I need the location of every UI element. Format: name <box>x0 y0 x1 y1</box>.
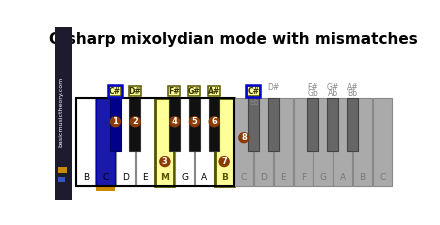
Text: C#: C# <box>109 87 121 96</box>
Text: 7: 7 <box>221 157 227 166</box>
Text: basicmusictheory.com: basicmusictheory.com <box>58 76 63 147</box>
Bar <box>235 98 253 186</box>
Text: D#: D# <box>128 87 141 96</box>
Bar <box>333 98 352 186</box>
Bar <box>188 86 200 96</box>
Bar <box>110 98 121 151</box>
Bar <box>308 98 318 151</box>
Text: E: E <box>281 173 286 182</box>
Text: B: B <box>221 173 227 182</box>
Bar <box>246 85 260 97</box>
Text: A: A <box>340 173 346 182</box>
Text: 1: 1 <box>113 117 118 126</box>
Circle shape <box>219 157 229 166</box>
Bar <box>96 187 115 191</box>
Text: 3: 3 <box>162 157 168 166</box>
Bar <box>175 98 194 186</box>
Bar <box>347 98 358 151</box>
Text: Eb: Eb <box>249 98 259 107</box>
Text: D: D <box>122 173 129 182</box>
Bar <box>129 86 141 96</box>
Text: B: B <box>359 173 366 182</box>
Bar <box>55 27 72 200</box>
Bar <box>116 98 135 186</box>
Text: A#: A# <box>208 87 220 96</box>
Bar <box>327 98 338 151</box>
Text: Ab: Ab <box>328 90 338 99</box>
Bar <box>209 98 220 151</box>
Bar <box>58 167 67 173</box>
Circle shape <box>190 117 199 127</box>
Circle shape <box>170 117 180 127</box>
Bar <box>109 86 121 96</box>
Text: C: C <box>241 173 247 182</box>
Bar <box>254 98 273 186</box>
Text: A: A <box>202 173 207 182</box>
Circle shape <box>209 117 219 127</box>
Bar <box>58 177 65 182</box>
Bar <box>155 98 174 186</box>
Text: Gb: Gb <box>308 90 319 99</box>
Bar <box>76 98 95 186</box>
Bar <box>169 98 180 151</box>
Text: F#: F# <box>169 87 180 96</box>
Text: G: G <box>181 173 188 182</box>
Bar <box>76 98 234 186</box>
Text: C#: C# <box>247 87 260 96</box>
Text: A#: A# <box>347 83 359 92</box>
Text: 4: 4 <box>172 117 178 126</box>
Text: F#: F# <box>308 83 319 92</box>
Text: M: M <box>160 173 169 182</box>
Text: D#: D# <box>268 83 280 92</box>
Text: E: E <box>142 173 148 182</box>
Text: C: C <box>103 173 109 182</box>
Circle shape <box>239 133 249 143</box>
Text: C-sharp mixolydian mode with mismatches: C-sharp mixolydian mode with mismatches <box>49 32 418 47</box>
Bar <box>108 85 122 97</box>
Bar <box>189 98 200 151</box>
Bar <box>274 98 293 186</box>
Bar <box>215 98 234 186</box>
Bar <box>96 98 115 186</box>
Text: C: C <box>379 173 385 182</box>
Bar <box>129 98 140 151</box>
Bar <box>136 98 155 186</box>
Bar <box>373 98 392 186</box>
Text: F: F <box>301 173 306 182</box>
Text: 6: 6 <box>211 117 217 126</box>
Bar <box>195 98 214 186</box>
Text: 8: 8 <box>241 133 247 142</box>
Bar <box>168 86 180 96</box>
Text: 2: 2 <box>132 117 138 126</box>
Circle shape <box>130 117 140 127</box>
Bar <box>293 98 313 186</box>
Bar <box>353 98 372 186</box>
Text: G#: G# <box>327 83 339 92</box>
Circle shape <box>160 157 170 166</box>
Text: G#: G# <box>188 87 201 96</box>
Text: Bb: Bb <box>348 90 358 99</box>
Text: D: D <box>260 173 267 182</box>
Bar <box>248 98 259 151</box>
Bar <box>313 98 333 186</box>
Text: B: B <box>83 173 89 182</box>
Bar <box>247 86 260 96</box>
Circle shape <box>110 117 121 127</box>
Text: G: G <box>319 173 326 182</box>
Bar <box>268 98 279 151</box>
Bar <box>208 86 220 96</box>
Text: 5: 5 <box>191 117 198 126</box>
